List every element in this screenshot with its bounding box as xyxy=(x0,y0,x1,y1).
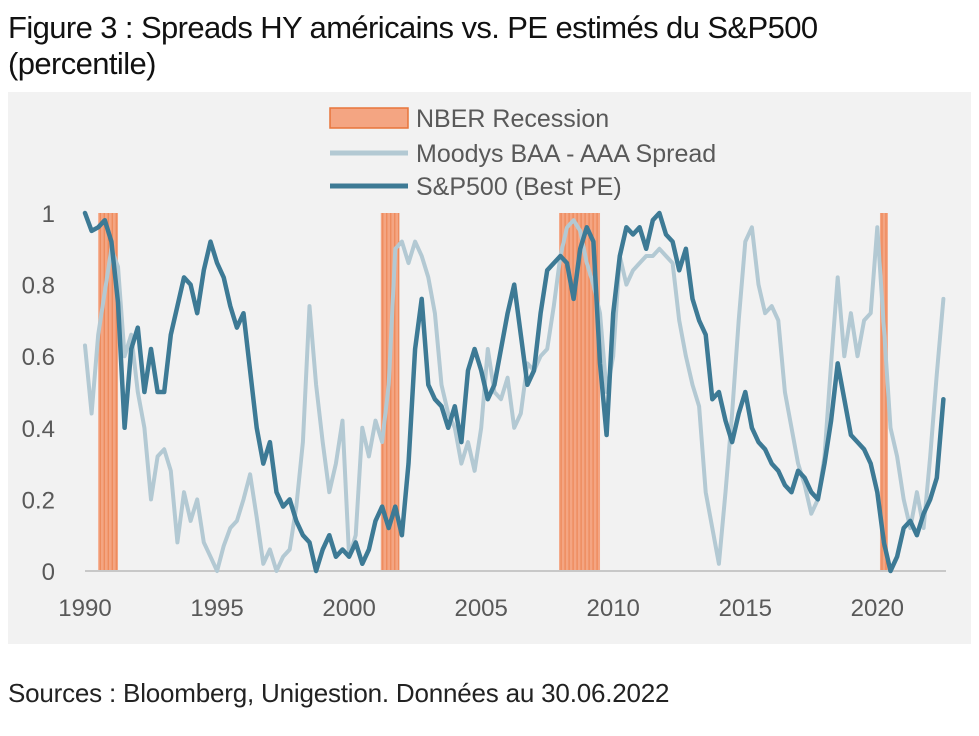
x-tick-label: 2015 xyxy=(719,595,772,622)
x-tick-label: 2000 xyxy=(322,595,375,622)
y-tick-label: 0.8 xyxy=(22,273,55,300)
moodys-series-line xyxy=(83,218,946,573)
recession-band-fill xyxy=(879,213,888,571)
legend: NBER Recession Moodys BAA - AAA Spread S&P… xyxy=(329,105,716,201)
legend-swatch-recession xyxy=(329,107,409,129)
x-tick-label: 1995 xyxy=(190,595,243,622)
y-tick-label: 0.2 xyxy=(22,487,55,514)
plot-panel: 0 0.2 0.4 0.6 0.8 1 1990 1995 2000 2005 2010 2015 2… xyxy=(8,92,971,644)
legend-label-1: Moodys BAA - AAA Spread xyxy=(416,140,716,168)
chart: 0 0.2 0.4 0.6 0.8 1 1990 1995 2000 2005 2010 2015 2… xyxy=(22,105,946,622)
y-axis: 0 0.2 0.4 0.6 0.8 1 xyxy=(22,201,55,586)
x-tick-label: 2010 xyxy=(587,595,640,622)
y-tick-label: 1 xyxy=(42,201,55,228)
legend-label-2: S&P500 (Best PE) xyxy=(416,173,622,201)
x-axis: 1990 1995 2000 2005 2010 2015 2020 xyxy=(58,595,904,622)
y-tick-label: 0.6 xyxy=(22,344,55,371)
recession-bands xyxy=(98,213,888,571)
x-tick-label: 1990 xyxy=(58,595,111,622)
y-tick-label: 0.4 xyxy=(22,416,55,443)
sp500-series-line xyxy=(82,210,946,574)
series-lines xyxy=(82,210,946,574)
legend-label-0: NBER Recession xyxy=(416,105,609,133)
y-tick-label: 0 xyxy=(42,559,55,586)
chart-title: Figure 3 : Spreads HY américains vs. PE … xyxy=(8,10,818,81)
source-note: Sources : Bloomberg, Unigestion. Données… xyxy=(8,678,670,708)
x-tick-label: 2005 xyxy=(454,595,507,622)
x-tick-label: 2020 xyxy=(851,595,904,622)
